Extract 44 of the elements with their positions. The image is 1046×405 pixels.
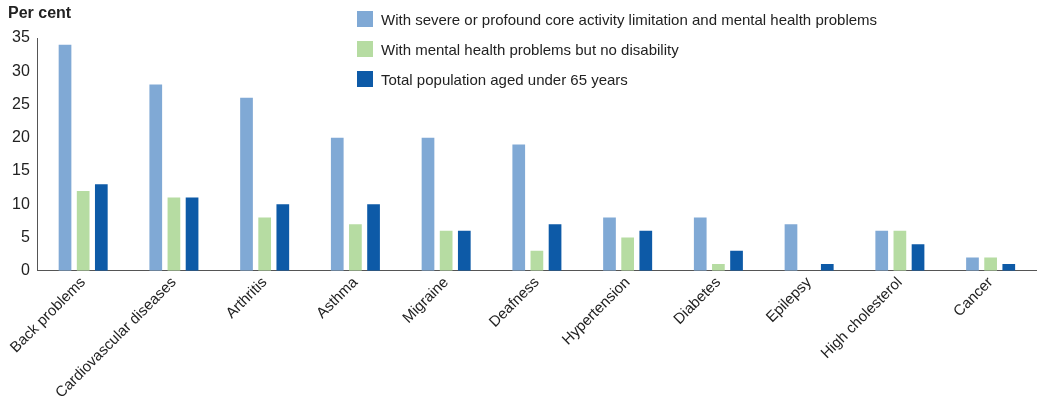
legend-label: Total population aged under 65 years [381, 70, 628, 88]
bar [875, 230, 889, 271]
bar [621, 237, 634, 271]
bar [784, 224, 798, 271]
y-tick-label: 0 [20, 261, 30, 279]
bar [185, 197, 199, 271]
bar [258, 217, 272, 271]
y-tick-label: 5 [20, 227, 30, 245]
bar [639, 230, 653, 271]
y-tick-label: 15 [12, 161, 30, 179]
y-tick-label: 30 [12, 61, 30, 79]
bar [276, 204, 290, 271]
bar [893, 230, 907, 271]
bar [820, 264, 834, 271]
bar [911, 244, 925, 271]
bar [367, 204, 380, 271]
bar [984, 257, 997, 271]
y-tick-label: 25 [12, 94, 30, 112]
y-axis-title: Per cent [8, 4, 72, 22]
legend-label: With severe or profound core activity limitation and mental health problems [381, 10, 878, 28]
bar [58, 44, 72, 271]
legend-label: With mental health problems but no disability [381, 40, 679, 58]
y-tick-label: 10 [12, 194, 30, 212]
y-tick-label: 20 [12, 128, 30, 146]
bar [167, 197, 181, 271]
bar [693, 217, 707, 271]
bar [512, 144, 526, 271]
bar [457, 230, 471, 271]
bar [966, 257, 979, 271]
bar [530, 250, 544, 271]
y-tick-label: 35 [12, 28, 30, 46]
bar [76, 190, 90, 271]
bar [94, 184, 108, 271]
bar [349, 224, 362, 271]
bar [548, 224, 562, 271]
bar [439, 230, 453, 271]
bar [730, 250, 743, 271]
bar [1002, 264, 1016, 271]
bar [421, 137, 435, 271]
bar [240, 97, 253, 271]
bar [712, 264, 725, 271]
bar [330, 137, 344, 271]
bar [149, 84, 163, 271]
bar [603, 217, 616, 271]
